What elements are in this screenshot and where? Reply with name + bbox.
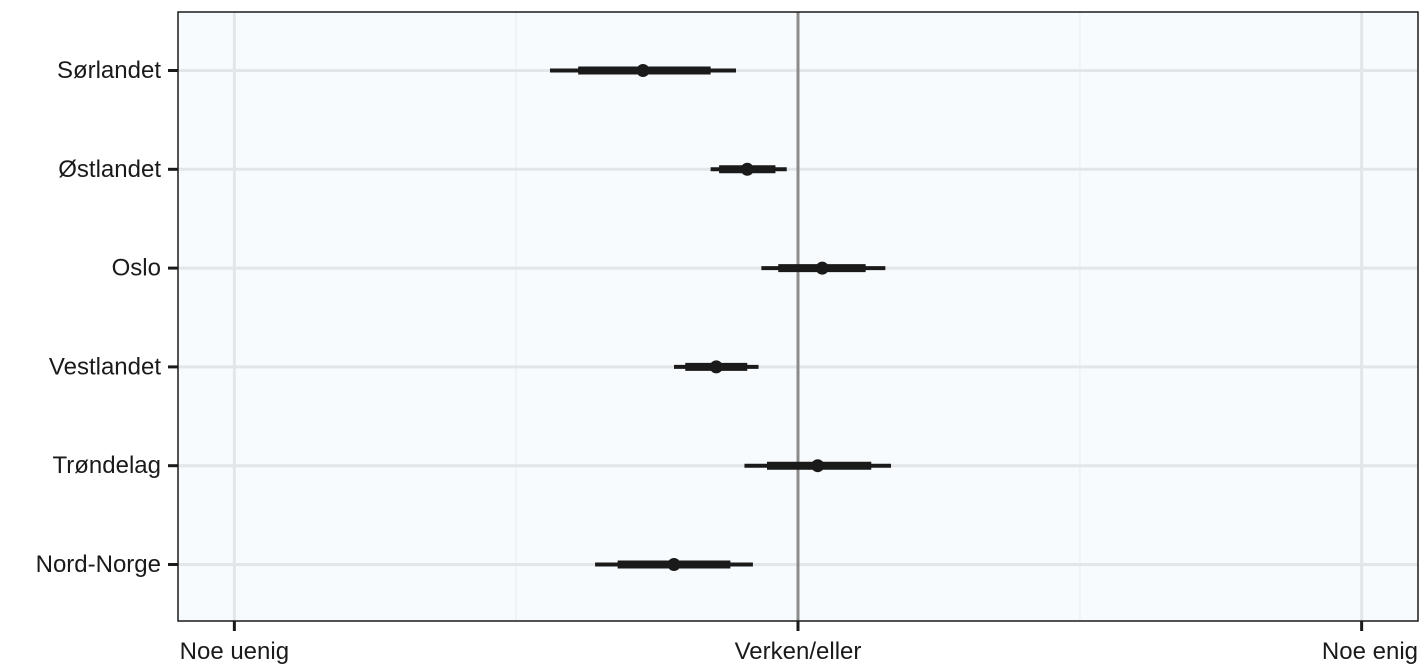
y-tick-label: Oslo: [112, 255, 161, 282]
interval-Sørlandet: [550, 64, 736, 77]
y-axis: Sørlandet Østlandet Oslo Vestlandet Trøndela…: [36, 57, 178, 578]
point-estimate: [815, 261, 829, 275]
interval-Østlandet: [710, 162, 787, 176]
y-tick-label: Trøndelag: [53, 452, 162, 479]
interval-Oslo: [761, 261, 886, 275]
x-tick-label: Noe enig: [1322, 638, 1418, 665]
interval-marks: [550, 64, 891, 571]
point-estimate: [709, 360, 723, 374]
point-estimate: [667, 558, 681, 571]
interval-Trøndelag: [744, 459, 891, 473]
y-tick-label: Østlandet: [58, 156, 161, 183]
point-estimate: [740, 162, 754, 176]
interval-Vestlandet: [674, 360, 759, 374]
y-tick-label: Nord-Norge: [36, 551, 161, 578]
x-tick-label: Verken/eller: [735, 638, 862, 665]
interval-Nord-Norge: [595, 558, 753, 571]
x-axis: Noe uenig Verken/eller Noe enig: [180, 621, 1418, 665]
y-tick-label: Sørlandet: [57, 57, 161, 84]
x-tick-label: Noe uenig: [180, 638, 289, 665]
point-estimate: [636, 64, 650, 77]
y-tick-label: Vestlandet: [49, 353, 161, 380]
point-estimate: [811, 459, 825, 473]
